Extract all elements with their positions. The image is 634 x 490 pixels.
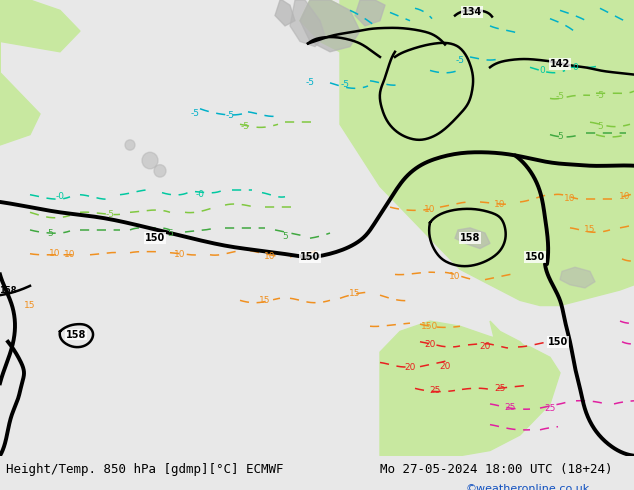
Polygon shape: [300, 0, 370, 52]
Text: -5: -5: [455, 55, 465, 65]
Text: 10: 10: [64, 250, 75, 259]
Text: 158: 158: [66, 330, 86, 340]
Circle shape: [142, 152, 158, 169]
Text: 20: 20: [439, 362, 451, 371]
Text: 10: 10: [495, 199, 506, 209]
Text: -0: -0: [56, 192, 65, 201]
Text: -0: -0: [195, 190, 205, 199]
Text: 25: 25: [495, 384, 506, 393]
Polygon shape: [380, 321, 560, 456]
Text: 150: 150: [548, 337, 568, 347]
Text: Height/Temp. 850 hPa [gdmp][°C] ECMWF: Height/Temp. 850 hPa [gdmp][°C] ECMWF: [6, 463, 284, 476]
Text: 5: 5: [167, 228, 173, 238]
Text: 5: 5: [597, 122, 603, 131]
Polygon shape: [455, 228, 490, 248]
Text: 20: 20: [404, 363, 416, 372]
Circle shape: [125, 140, 135, 150]
Text: 15: 15: [585, 225, 596, 234]
Text: 5: 5: [557, 132, 563, 141]
Text: 150: 150: [145, 233, 165, 243]
Text: 134: 134: [462, 7, 482, 18]
Text: 10: 10: [424, 205, 436, 214]
Polygon shape: [0, 0, 40, 145]
Text: 20: 20: [479, 343, 491, 351]
Polygon shape: [355, 0, 385, 26]
Text: 158: 158: [460, 233, 480, 243]
Text: 150: 150: [525, 252, 545, 262]
Polygon shape: [560, 267, 595, 288]
Text: -5: -5: [340, 80, 349, 90]
Circle shape: [154, 165, 166, 177]
Text: 0: 0: [572, 63, 578, 72]
Text: ©weatheronline.co.uk: ©weatheronline.co.uk: [466, 484, 590, 490]
Text: 10: 10: [619, 192, 631, 201]
Text: 15: 15: [349, 289, 361, 297]
Text: 25: 25: [545, 404, 555, 413]
Text: 150: 150: [422, 322, 439, 331]
Polygon shape: [300, 0, 360, 52]
Text: 5: 5: [47, 228, 53, 238]
Polygon shape: [275, 0, 295, 26]
Text: 10: 10: [174, 250, 186, 259]
Text: -5: -5: [240, 122, 250, 131]
Text: 0: 0: [539, 66, 545, 75]
Text: -5: -5: [595, 91, 604, 100]
Text: 15: 15: [259, 296, 271, 305]
Text: -5: -5: [555, 92, 564, 101]
Polygon shape: [0, 0, 634, 456]
Text: 10: 10: [264, 252, 276, 261]
Text: 150: 150: [300, 252, 320, 262]
Text: -5: -5: [190, 109, 200, 119]
Text: 25: 25: [504, 402, 515, 412]
Text: 5: 5: [282, 232, 288, 241]
Text: 10: 10: [450, 272, 461, 281]
Text: -5: -5: [105, 210, 115, 219]
Polygon shape: [490, 321, 530, 373]
Text: 10: 10: [49, 249, 61, 258]
Text: 142: 142: [550, 59, 570, 69]
Text: 10: 10: [564, 195, 576, 203]
Polygon shape: [340, 0, 634, 306]
Text: 158: 158: [0, 286, 16, 295]
Text: 25: 25: [429, 386, 441, 395]
Text: -5: -5: [226, 112, 235, 121]
Polygon shape: [400, 0, 634, 161]
Polygon shape: [0, 0, 80, 52]
Polygon shape: [290, 0, 325, 47]
Text: 15: 15: [24, 301, 36, 310]
Text: Mo 27-05-2024 18:00 UTC (18+24): Mo 27-05-2024 18:00 UTC (18+24): [380, 463, 613, 476]
Text: 20: 20: [424, 341, 436, 349]
Text: -5: -5: [306, 78, 314, 87]
